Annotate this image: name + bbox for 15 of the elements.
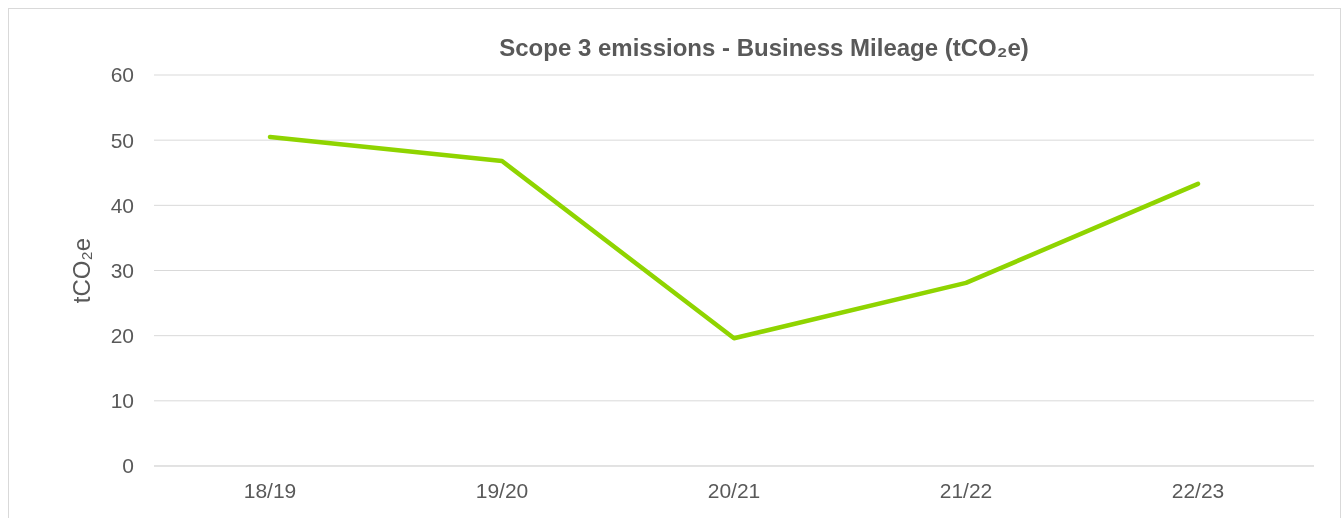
x-tick-label: 18/19: [243, 479, 297, 502]
line-series: [267, 134, 1201, 341]
y-axis-title: tCO₂e: [68, 237, 95, 304]
y-tick-label: 60: [110, 63, 134, 87]
y-tick-label: 10: [110, 389, 134, 413]
y-tick-label: 0: [122, 454, 134, 478]
x-tick-label: 20/21: [707, 479, 761, 502]
y-tick-label: 20: [110, 324, 134, 348]
x-tick-label: 22/23: [1171, 479, 1225, 502]
y-tick-label: 40: [110, 193, 134, 217]
x-tick-label: 21/22: [939, 479, 993, 502]
x-tick-label: 19/20: [475, 479, 529, 502]
y-tick-label: 30: [110, 258, 134, 282]
chart-title: Scope 3 emissions - Business Mileage (tCO₂e): [499, 34, 1029, 61]
y-tick-label: 50: [110, 128, 134, 152]
